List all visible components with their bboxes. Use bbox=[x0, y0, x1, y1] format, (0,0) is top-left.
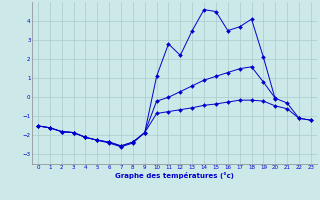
X-axis label: Graphe des températures (°c): Graphe des températures (°c) bbox=[115, 172, 234, 179]
